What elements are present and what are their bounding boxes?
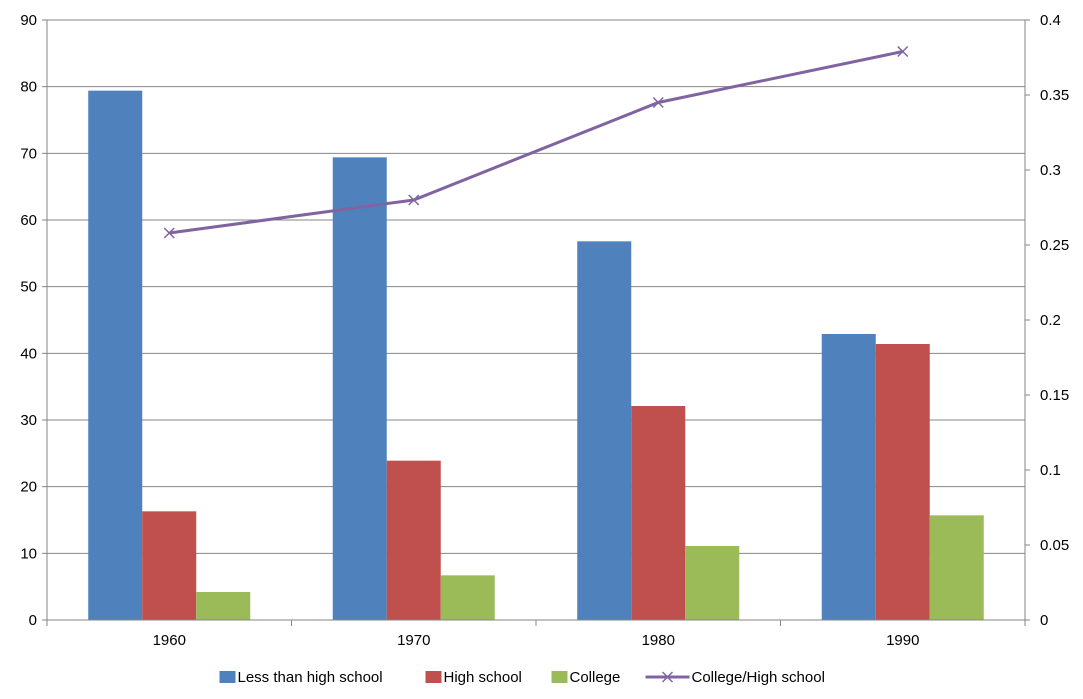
line-point-1960 xyxy=(163,227,175,239)
bar-college-1980 xyxy=(685,546,740,620)
bar-less-than-high-school-1960 xyxy=(88,90,143,620)
left-y-tick-label: 80 xyxy=(20,79,37,96)
legend-item-college-high-school: College/High school xyxy=(645,669,825,686)
legend-item-less-than-high-school: Less than high school xyxy=(219,669,383,686)
right-y-tick-label: 0.3 xyxy=(1040,162,1061,179)
right-y-tick-label: 0.15 xyxy=(1040,387,1069,404)
line-series xyxy=(163,45,909,239)
bar-series xyxy=(88,90,984,621)
right-y-tick-label: 0.1 xyxy=(1040,462,1061,479)
x-tick-label: 1970 xyxy=(397,632,430,649)
bar-less-than-high-school-1990 xyxy=(821,334,876,620)
bar-high-school-1970 xyxy=(386,460,441,620)
left-y-tick-label: 0 xyxy=(29,612,37,629)
legend-label: College/High school xyxy=(692,669,825,686)
legend-label: High school xyxy=(444,669,522,686)
right-y-tick-label: 0.35 xyxy=(1040,87,1069,104)
legend-swatch xyxy=(425,671,442,683)
bar-high-school-1980 xyxy=(631,406,686,620)
bar-less-than-high-school-1980 xyxy=(577,241,632,621)
left-y-tick-label: 50 xyxy=(20,279,37,296)
bar-college-1990 xyxy=(929,515,984,620)
bar-high-school-1960 xyxy=(142,511,197,620)
line-college-high-school xyxy=(169,50,904,235)
legend-item-high-school: High school xyxy=(425,669,522,686)
legend-swatch xyxy=(219,671,236,683)
legend-label: Less than high school xyxy=(238,669,383,686)
right-y-tick-label: 0 xyxy=(1040,612,1048,629)
line-point-1990 xyxy=(897,45,909,58)
right-y-tick-label: 0.2 xyxy=(1040,312,1061,329)
bar-less-than-high-school-1970 xyxy=(332,157,387,621)
left-y-tick-label: 40 xyxy=(20,345,37,362)
gridlines xyxy=(47,19,1025,554)
x-tick-label: 1990 xyxy=(886,632,919,649)
legend-item-college: College xyxy=(551,669,621,686)
left-y-tick-label: 30 xyxy=(20,412,37,429)
line-point-1980 xyxy=(652,96,664,109)
bar-high-school-1990 xyxy=(875,344,930,620)
legend-label: College xyxy=(570,669,621,686)
left-y-tick-label: 60 xyxy=(20,212,37,229)
legend-swatch xyxy=(551,671,568,683)
left-y-tick-label: 70 xyxy=(20,145,37,162)
right-y-tick-label: 0.25 xyxy=(1040,237,1069,254)
line-point-1970 xyxy=(408,194,420,206)
x-tick-label: 1960 xyxy=(153,632,186,649)
tick-labels: 0 10 20 30 40 50 60 70 80 90 0 0.05 0.1 0.15 0.2 0.25 0.… xyxy=(20,12,1069,649)
x-tick-label: 1980 xyxy=(642,632,675,649)
bar-college-1960 xyxy=(196,592,251,620)
left-y-tick-label: 20 xyxy=(20,479,37,496)
left-y-tick-label: 90 xyxy=(20,12,37,29)
right-y-tick-label: 0.05 xyxy=(1040,537,1069,554)
axes xyxy=(42,19,1030,626)
right-y-tick-label: 0.4 xyxy=(1040,12,1061,29)
legend: Less than high school High school College C… xyxy=(219,669,825,686)
bar-college-1970 xyxy=(440,575,495,620)
left-y-tick-label: 10 xyxy=(20,545,37,562)
